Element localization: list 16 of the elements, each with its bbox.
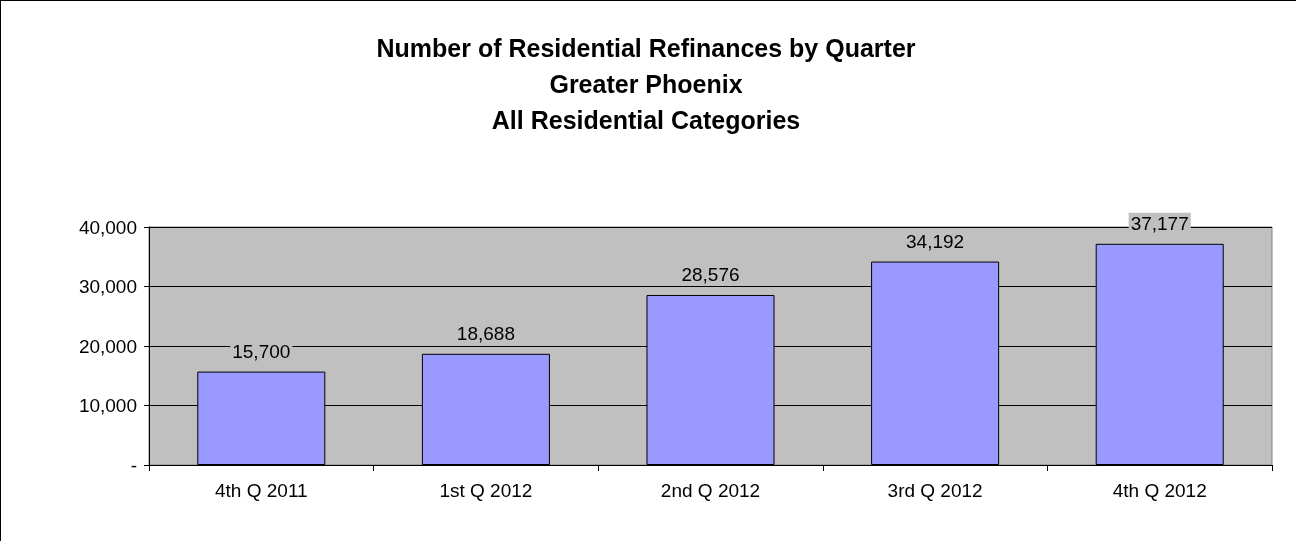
y-tick-label: 40,000: [78, 216, 137, 238]
x-tick-label: 3rd Q 2012: [887, 480, 983, 501]
y-tick-label: 20,000: [78, 335, 137, 357]
x-tick-label: 2nd Q 2012: [660, 480, 761, 501]
x-tick-label: 1st Q 2012: [439, 480, 533, 501]
data-label: 34,192: [906, 230, 965, 252]
data-label: 15,700: [232, 340, 291, 362]
x-tick-label: 4th Q 2011: [215, 480, 308, 501]
y-tick-label: 10,000: [78, 395, 137, 416]
data-label: 28,576: [681, 263, 740, 285]
data-label: 18,688: [456, 322, 515, 344]
chart-title: Number of Residential Refinances by Quarter Greater Phoenix All Residential Categories: [376, 34, 916, 134]
data-label: 37,177: [1130, 212, 1189, 234]
x-tick-label: 4th Q 2012: [1112, 480, 1207, 501]
y-tick-label: -: [130, 454, 137, 476]
y-tick-label: 30,000: [78, 276, 137, 297]
